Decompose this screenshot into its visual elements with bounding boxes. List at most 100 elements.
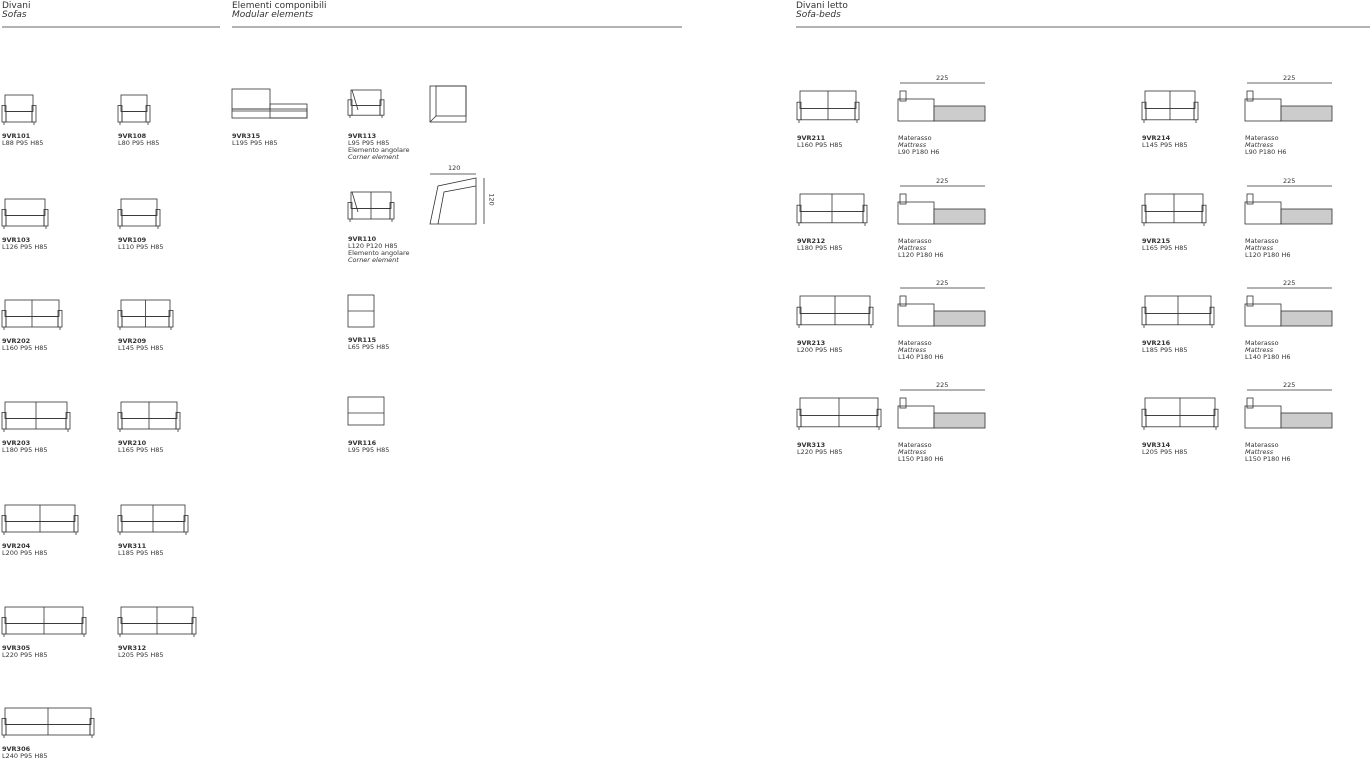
drawing-line [899, 397, 907, 409]
open-length: 225 [936, 74, 949, 82]
item-dims: L200 P95 H85 [797, 346, 843, 354]
item-code: 9VR214 [1142, 134, 1171, 142]
drawing-line [65, 412, 71, 430]
mattress-en: Mattress [898, 448, 927, 456]
item-dims: L65 P95 H85 [348, 343, 390, 351]
item-code: 9VR212 [797, 237, 826, 245]
mattress-en: Mattress [1245, 244, 1274, 252]
item-dims: L205 P95 H85 [1142, 448, 1188, 456]
mattress-dims: L140 P180 H6 [898, 353, 944, 361]
drawing-line [796, 306, 802, 326]
drawing-line [117, 105, 123, 123]
item-dims: L180 P95 H85 [2, 446, 48, 454]
item-code: 9VR216 [1142, 339, 1171, 347]
drawing-line [57, 310, 63, 328]
item-dims: L165 P95 H85 [118, 446, 164, 454]
section-title: Elementi componibili [232, 1, 327, 11]
item-code: 9VR109 [118, 236, 147, 244]
section-title: Divani letto [796, 1, 848, 11]
mattress: Materasso [898, 339, 932, 347]
mattress: Materasso [898, 237, 932, 245]
item-dims: L180 P95 H85 [797, 244, 843, 252]
mattress-en: Mattress [1245, 448, 1274, 456]
item-note-en: Corner element [348, 256, 399, 264]
drawing-line [897, 303, 935, 327]
mattress-en: Mattress [1245, 346, 1274, 354]
mattress: Materasso [898, 441, 932, 449]
item-code: 9VR313 [797, 441, 826, 449]
mattress-en: Mattress [898, 346, 927, 354]
drawing-line [899, 295, 907, 307]
drawing-line [1244, 201, 1282, 225]
drawing-line [1213, 408, 1219, 428]
drawing-line [796, 408, 802, 428]
item-dims: L160 P95 H85 [2, 344, 48, 352]
item-code: 9VR209 [118, 337, 147, 345]
drawing-line [117, 310, 123, 328]
drawing-line [854, 101, 860, 121]
mattress-en: Mattress [898, 141, 927, 149]
item-code: 9VR312 [118, 644, 147, 652]
item-dims: L200 P95 H85 [2, 549, 48, 557]
item-code: 9VR305 [2, 644, 31, 652]
item-dims: L160 P95 H85 [797, 141, 843, 149]
item-code: 9VR314 [1142, 441, 1171, 449]
item-code: 9VR115 [348, 336, 377, 344]
item-code: 9VR113 [348, 132, 377, 140]
item-dims: L195 P95 H85 [232, 139, 278, 147]
drawing-line [231, 88, 271, 110]
drawing-line [868, 306, 874, 326]
drawing-line [1244, 303, 1282, 327]
drawing-line [1246, 397, 1254, 409]
item-dims: L145 P95 H85 [118, 344, 164, 352]
item-code: 9VR202 [2, 337, 31, 345]
drawing-line [121, 111, 147, 123]
drawing-line [1209, 306, 1215, 326]
mattress: Materasso [898, 134, 932, 142]
drawing-line [897, 201, 935, 225]
drawing-line [4, 94, 34, 112]
drawing-line [897, 405, 935, 429]
section-title: Divani [2, 1, 31, 11]
item-code: 9VR110 [348, 235, 377, 243]
item-dims: L220 P95 H85 [797, 448, 843, 456]
drawing-line [1246, 295, 1254, 307]
drawing-line [231, 108, 308, 119]
open-length: 225 [1283, 177, 1296, 185]
section-subtitle: Sofas [2, 10, 27, 20]
drawing-line [31, 105, 37, 123]
open-length: 225 [1283, 74, 1296, 82]
item-dims: L205 P95 H85 [118, 651, 164, 659]
drawing-line [1193, 101, 1199, 121]
item-code: 9VR213 [797, 339, 826, 347]
item-dims: L110 P95 H85 [118, 243, 164, 251]
item-dims: L120 P120 H85 [348, 242, 398, 250]
item-dims: L185 P95 H85 [118, 549, 164, 557]
drawing-line [1280, 310, 1333, 327]
drawing-line [1201, 204, 1207, 224]
drawing-line [1141, 101, 1147, 121]
drawing-line [1244, 98, 1282, 122]
drawing-line [933, 208, 986, 225]
open-length: 225 [936, 279, 949, 287]
drawing-line [796, 101, 802, 121]
item-code: 9VR203 [2, 439, 31, 447]
section-subtitle: Modular elements [232, 10, 314, 20]
open-length: 225 [1283, 279, 1296, 287]
item-dims: L80 P95 H85 [118, 139, 160, 147]
item-dims: L88 P95 H85 [2, 139, 44, 147]
item-code: 9VR315 [232, 132, 261, 140]
drawing-line [429, 115, 437, 123]
drawing-line [1280, 208, 1333, 225]
item-code: 9VR211 [797, 134, 826, 142]
mattress-dims: L140 P180 H6 [1245, 353, 1291, 361]
item-code: 9VR103 [2, 236, 31, 244]
open-length: 225 [1283, 381, 1296, 389]
drawing-line [5, 215, 45, 227]
drawing-line [1141, 408, 1147, 428]
item-dims: L165 P95 H85 [1142, 244, 1188, 252]
drawing-line [1280, 412, 1333, 429]
item-code: 9VR210 [118, 439, 147, 447]
drawing-line [117, 209, 123, 227]
